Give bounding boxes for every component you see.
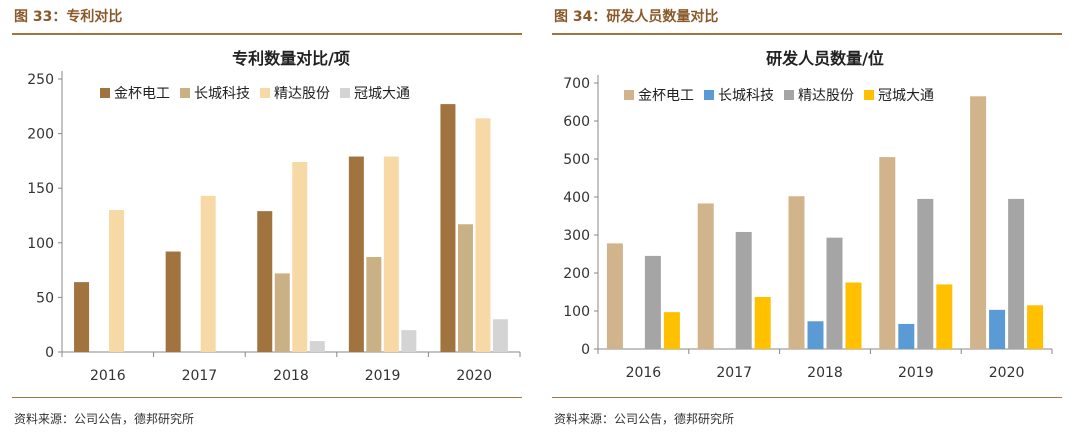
bar-冠城大通-2020 — [492, 319, 508, 352]
bar-金杯电工-2020 — [970, 96, 987, 349]
legend-label: 长城科技 — [718, 88, 774, 104]
bar-金杯电工-2018 — [788, 196, 805, 349]
source-note: 资料来源：公司公告，德邦研究所 — [14, 412, 195, 426]
bar-精达股份-2016 — [644, 255, 661, 349]
bar-金杯电工-2016 — [74, 282, 90, 352]
x-tick-label: 2018 — [273, 368, 309, 384]
y-tick-label: 300 — [563, 228, 590, 244]
bar-精达股份-2019 — [917, 198, 934, 349]
legend-swatch — [340, 88, 350, 98]
y-tick-label: 50 — [36, 290, 54, 306]
bar-长城科技-2019 — [366, 256, 382, 352]
y-tick-label: 400 — [563, 190, 590, 206]
bar-冠城大通-2017 — [754, 296, 771, 349]
bar-金杯电工-2019 — [879, 157, 896, 349]
legend-label: 精达股份 — [798, 88, 854, 104]
y-tick-label: 100 — [563, 304, 590, 320]
bar-精达股份-2017 — [735, 231, 752, 349]
figure-title: 图 33：专利对比 — [14, 9, 123, 25]
y-tick-label: 250 — [27, 72, 54, 88]
chart-title: 专利数量对比/项 — [232, 49, 350, 68]
bottom-rule — [12, 397, 522, 398]
bar-金杯电工-2017 — [697, 203, 714, 349]
chart-title: 研发人员数量/位 — [766, 49, 884, 68]
bar-长城科技-2020 — [989, 309, 1006, 349]
bar-冠城大通-2016 — [663, 312, 680, 349]
bar-金杯电工-2019 — [348, 156, 364, 352]
bar-金杯电工-2016 — [606, 243, 623, 349]
legend-swatch — [100, 88, 110, 98]
x-tick-label: 2017 — [182, 368, 218, 384]
figure-title: 图 34：研发人员数量对比 — [554, 9, 719, 25]
bar-精达股份-2019 — [383, 156, 399, 352]
y-tick-label: 200 — [27, 127, 54, 143]
legend-label: 精达股份 — [274, 86, 330, 102]
bar-长城科技-2019 — [898, 323, 915, 349]
figure-34-panel: 图 34：研发人员数量对比 研发人员数量/位 0 100 200 300 400 500 60… — [552, 0, 1062, 439]
bar-精达股份-2016 — [109, 210, 125, 352]
bar-精达股份-2017 — [200, 195, 216, 352]
source-note: 资料来源：公司公告，德邦研究所 — [554, 412, 735, 426]
legend-swatch — [704, 90, 714, 100]
legend-swatch — [260, 88, 270, 98]
legend-swatch — [180, 88, 190, 98]
legend-label: 冠城大通 — [354, 86, 410, 102]
bar-金杯电工-2020 — [440, 104, 456, 352]
figure-33-panel: 图 33：专利对比 专利数量对比/项 0 50 100 150 200 250 2016 201… — [12, 0, 522, 439]
top-rule — [552, 33, 1062, 35]
bar-长城科技-2020 — [457, 224, 473, 352]
y-tick-label: 100 — [27, 236, 54, 252]
x-tick-label: 2019 — [365, 368, 401, 384]
bottom-rule — [552, 397, 1062, 398]
legend-label: 金杯电工 — [638, 88, 694, 104]
x-tick-label: 2016 — [626, 365, 662, 381]
legend-swatch — [624, 90, 634, 100]
patent-chart: 专利数量对比/项 0 50 100 150 200 250 2016 2017 2018 2019 2… — [27, 49, 521, 384]
bar-冠城大通-2018 — [845, 282, 862, 349]
bar-精达股份-2020 — [1008, 198, 1025, 349]
y-tick-label: 0 — [45, 345, 54, 361]
legend-label: 金杯电工 — [114, 86, 170, 102]
y-tick-label: 150 — [27, 181, 54, 197]
bar-精达股份-2018 — [826, 237, 843, 349]
bar-冠城大通-2019 — [936, 284, 953, 349]
legend-label: 冠城大通 — [878, 88, 934, 104]
bar-长城科技-2018 — [274, 273, 290, 352]
x-tick-label: 2017 — [716, 365, 752, 381]
x-tick-label: 2020 — [989, 365, 1025, 381]
y-tick-label: 200 — [563, 266, 590, 282]
bar-精达股份-2020 — [475, 118, 491, 352]
legend-swatch — [784, 90, 794, 100]
bar-冠城大通-2020 — [1027, 305, 1044, 349]
bar-冠城大通-2018 — [309, 341, 325, 352]
y-tick-label: 500 — [563, 152, 590, 168]
y-tick-label: 600 — [563, 114, 590, 130]
x-tick-label: 2020 — [456, 368, 492, 384]
legend-label: 长城科技 — [194, 86, 250, 102]
bar-金杯电工-2017 — [165, 251, 181, 352]
bar-长城科技-2018 — [807, 321, 824, 349]
x-tick-label: 2018 — [807, 365, 843, 381]
y-tick-label: 700 — [563, 76, 590, 92]
x-tick-label: 2019 — [898, 365, 934, 381]
top-rule — [12, 33, 522, 35]
bar-冠城大通-2019 — [401, 330, 417, 352]
rd-staff-chart: 研发人员数量/位 0 100 200 300 400 500 600 700 2016 2017 20… — [563, 49, 1053, 381]
legend-swatch — [864, 90, 874, 100]
y-tick-label: 0 — [581, 342, 590, 358]
bar-金杯电工-2018 — [257, 211, 273, 352]
bar-精达股份-2018 — [292, 161, 308, 352]
x-tick-label: 2016 — [90, 368, 126, 384]
